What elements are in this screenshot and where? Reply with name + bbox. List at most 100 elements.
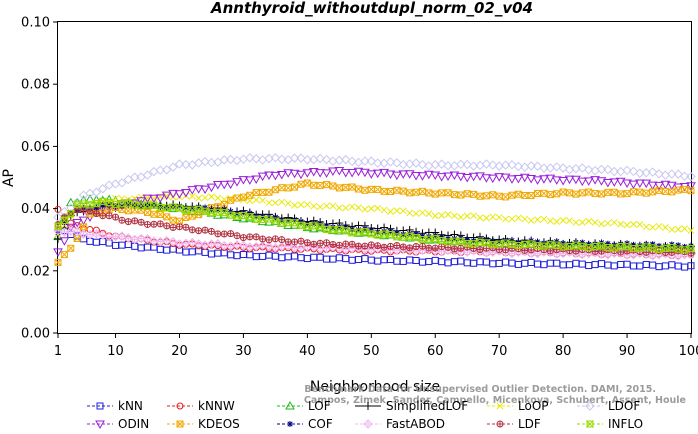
- data-point: [329, 182, 337, 190]
- data-point: [412, 188, 420, 196]
- data-point: [655, 222, 663, 230]
- data-point: [585, 217, 593, 225]
- data-point: [412, 210, 420, 218]
- data-point: [366, 156, 377, 166]
- data-point: [527, 217, 535, 224]
- data-point: [297, 254, 305, 262]
- data-point: [674, 186, 682, 194]
- data-point: [494, 173, 505, 182]
- data-point: [131, 242, 139, 250]
- data-point: [207, 227, 215, 235]
- data-point: [195, 227, 203, 235]
- data-point: [323, 202, 330, 210]
- data-point: [457, 257, 465, 265]
- data-point: [117, 178, 127, 188]
- data-point: [585, 262, 593, 270]
- data-point: [342, 204, 350, 212]
- data-point: [495, 213, 503, 221]
- data-point: [572, 259, 580, 267]
- data-point: [367, 241, 375, 249]
- data-point: [239, 251, 247, 259]
- x-tick-label: 1: [54, 344, 62, 359]
- data-point: [142, 170, 153, 180]
- data-point: [577, 177, 588, 187]
- data-point: [361, 206, 369, 213]
- data-point: [206, 183, 217, 193]
- data-point: [456, 159, 466, 169]
- data-point: [60, 251, 68, 259]
- data-point: [168, 189, 178, 199]
- data-point: [72, 218, 83, 228]
- data-point: [438, 233, 445, 240]
- x-tick-label: 60: [427, 344, 444, 359]
- data-point: [348, 183, 356, 191]
- chart-title: Annthyroid_withoutdupl_norm_02_v04: [210, 0, 533, 17]
- data-point: [169, 216, 177, 224]
- data-point: [406, 256, 414, 264]
- data-point: [265, 188, 273, 196]
- data-point: [156, 245, 164, 253]
- legend-label: SimplifiedLOF: [386, 399, 468, 413]
- legend-item-lof: LOF: [277, 399, 331, 413]
- data-point: [310, 181, 318, 189]
- data-point: [514, 260, 522, 268]
- data-point: [411, 158, 421, 168]
- data-point: [666, 181, 677, 191]
- data-point: [257, 240, 268, 251]
- data-point: [308, 167, 319, 177]
- data-point: [304, 201, 311, 208]
- data-point: [578, 260, 586, 268]
- data-point: [239, 234, 247, 242]
- data-point: [399, 187, 407, 195]
- data-point: [316, 253, 324, 261]
- data-point: [144, 194, 151, 202]
- data-point: [233, 232, 241, 240]
- data-point: [615, 177, 626, 187]
- data-point: [610, 219, 618, 226]
- data-point: [418, 258, 426, 266]
- data-point: [660, 180, 671, 190]
- data-point: [150, 195, 158, 202]
- data-point: [270, 216, 281, 226]
- data-point: [579, 239, 586, 246]
- data-point: [213, 239, 223, 249]
- data-point: [419, 209, 426, 217]
- data-point: [508, 259, 516, 267]
- data-point: [412, 256, 420, 264]
- data-point: [163, 192, 171, 200]
- data-point: [259, 197, 266, 204]
- data-point: [182, 213, 190, 221]
- data-point: [617, 248, 625, 256]
- data-point: [464, 236, 471, 243]
- x-tick-label: 80: [555, 344, 572, 359]
- data-point: [99, 212, 107, 220]
- data-point: [634, 179, 645, 188]
- legend-item-kdeos: KDEOS: [167, 417, 240, 431]
- legend-label: LoOP: [518, 399, 549, 413]
- data-point: [144, 220, 152, 228]
- data-point: [642, 189, 650, 197]
- data-point: [232, 212, 242, 222]
- data-point: [310, 253, 318, 261]
- data-point: [572, 247, 580, 255]
- data-point: [98, 184, 108, 194]
- legend: kNN kNNW LOF SimplifiedLOF LoOP LDOF ODIN KDEOS…: [87, 399, 643, 431]
- data-point: [303, 255, 311, 263]
- data-point: [431, 244, 439, 252]
- data-point: [342, 240, 350, 248]
- data-point: [687, 227, 695, 234]
- x-tick-label: 90: [619, 344, 636, 359]
- data-point: [214, 230, 222, 238]
- data-point: [564, 175, 575, 185]
- data-point: [137, 244, 145, 252]
- data-point: [181, 189, 191, 198]
- legend-label: INFLO: [608, 417, 643, 431]
- data-point: [487, 174, 498, 184]
- data-point: [238, 154, 249, 164]
- data-point: [553, 218, 561, 226]
- data-point: [609, 166, 619, 177]
- data-point: [272, 199, 279, 207]
- data-point: [379, 168, 389, 178]
- x-axis-label: Neighborhood size: [310, 379, 440, 395]
- data-point: [482, 258, 490, 266]
